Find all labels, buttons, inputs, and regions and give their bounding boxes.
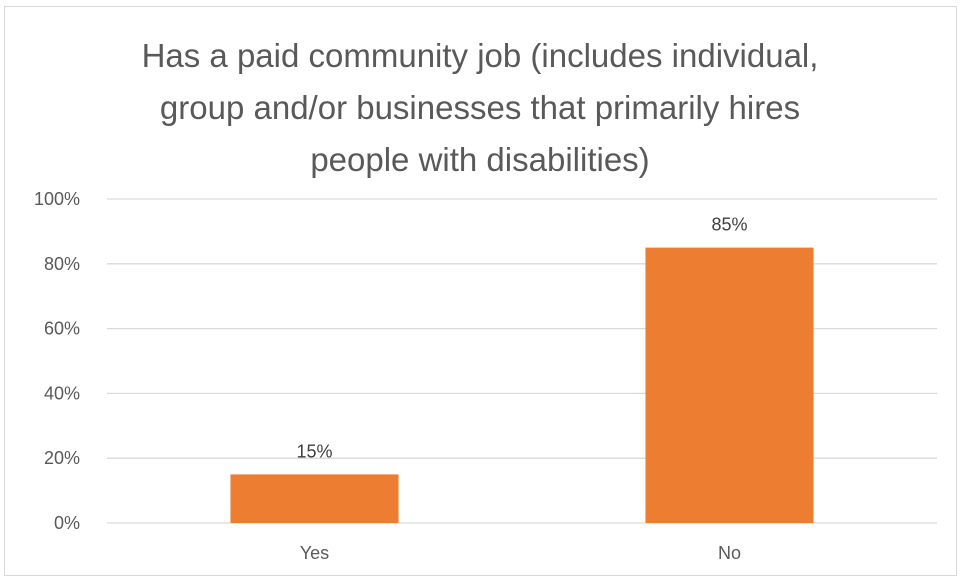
y-tick-label: 60% — [44, 319, 80, 339]
bar-no — [645, 247, 814, 523]
data-labels: 15% 85% — [296, 215, 747, 462]
x-axis-tick-labels: Yes No — [300, 543, 741, 563]
y-tick-label: 20% — [44, 448, 80, 468]
data-label: 15% — [296, 441, 332, 461]
data-label: 85% — [711, 215, 747, 235]
x-tick-label: Yes — [300, 543, 329, 563]
y-tick-label: 40% — [44, 383, 80, 403]
y-tick-label: 0% — [54, 513, 80, 533]
bar-yes — [230, 474, 399, 523]
chart-title: Has a paid community job (includes indiv… — [141, 37, 819, 178]
bars — [230, 247, 814, 523]
y-axis-tick-labels: 0% 20% 40% 60% 80% 100% — [34, 189, 80, 533]
x-tick-label: No — [718, 543, 741, 563]
y-tick-label: 100% — [34, 189, 80, 209]
y-tick-label: 80% — [44, 254, 80, 274]
